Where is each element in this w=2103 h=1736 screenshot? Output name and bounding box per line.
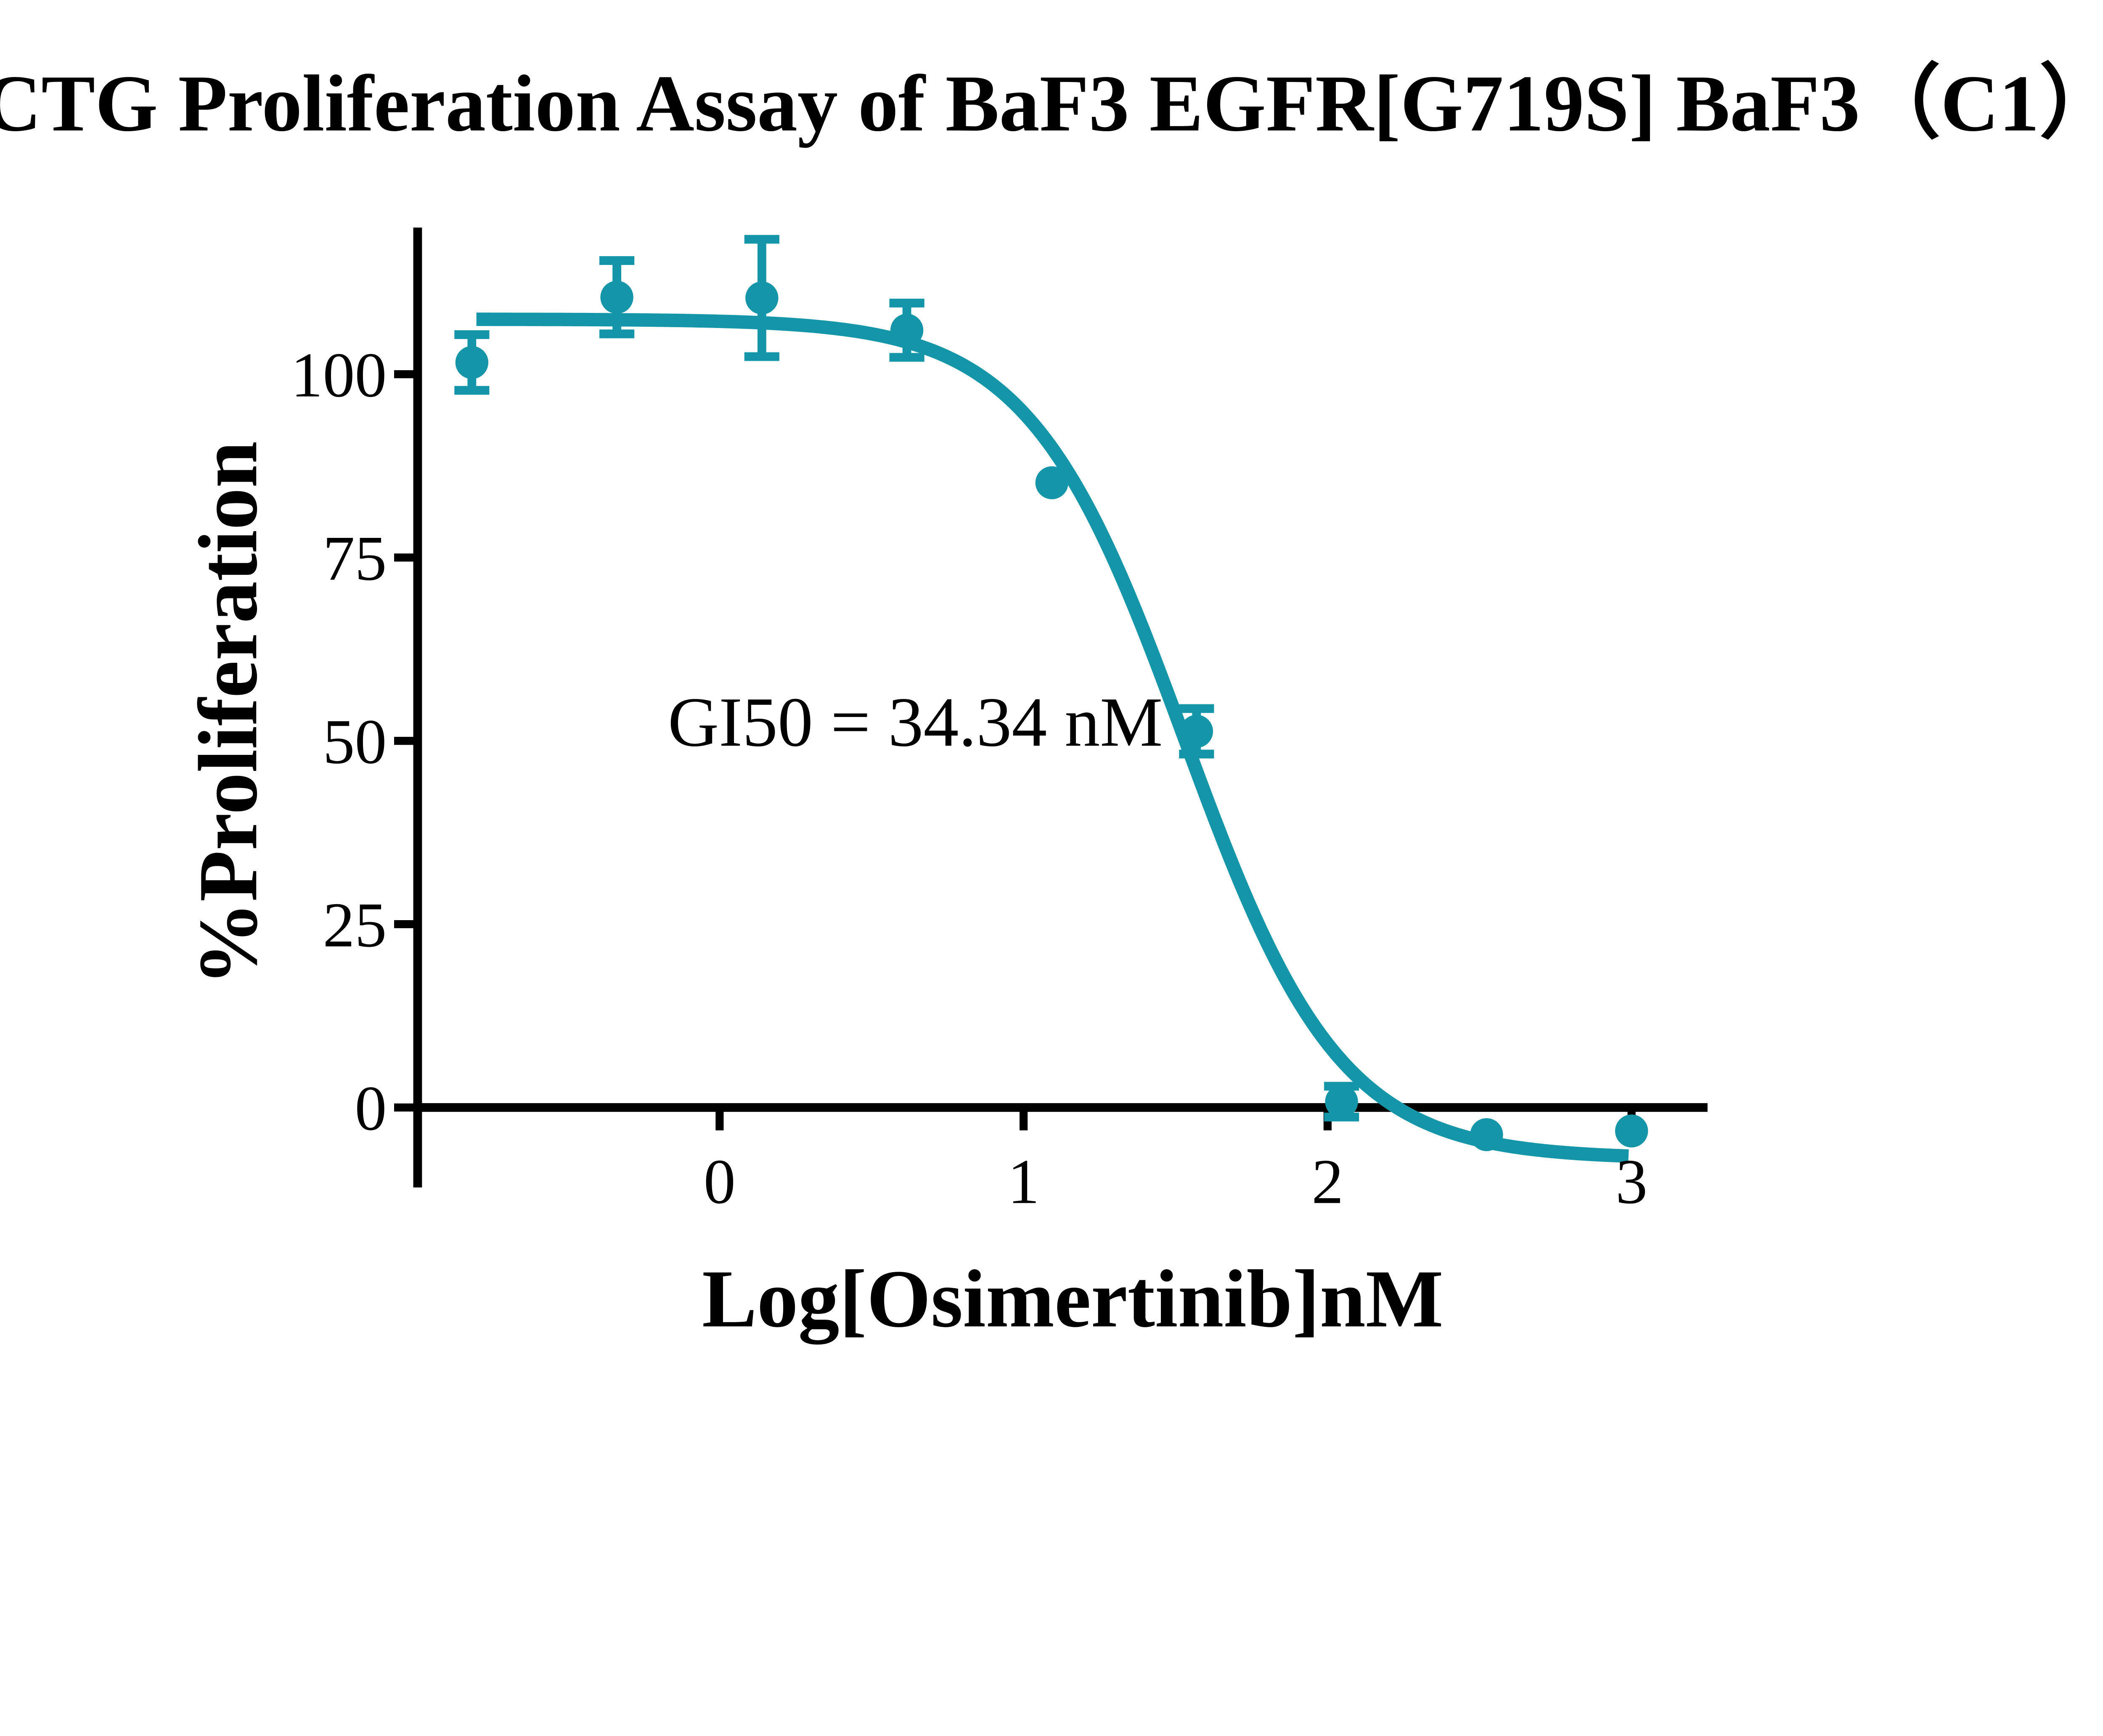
y-tick-label: 0 (355, 1073, 387, 1143)
y-tick-label: 100 (291, 340, 387, 410)
tick-labels: 0 25 50 75 100 0 1 2 3 (291, 340, 1648, 1217)
data-point-marker (1470, 1118, 1503, 1151)
y-tick-label: 50 (323, 706, 387, 777)
data-point-marker (455, 346, 489, 379)
data-point-marker (1615, 1114, 1648, 1148)
data-point-marker (1180, 715, 1213, 748)
data-point-marker (1325, 1085, 1358, 1118)
data-points (455, 281, 1648, 1151)
x-tick-label: 2 (1311, 1146, 1343, 1217)
data-point-marker (600, 281, 633, 314)
y-tick-label: 75 (323, 523, 387, 594)
y-tick-label: 25 (323, 889, 387, 960)
x-tick-label: 1 (1008, 1146, 1040, 1217)
x-axis-label: Log[Osimertinib]nM (702, 1253, 1443, 1344)
gi50-annotation: GI50 = 34.34 nM (668, 683, 1163, 761)
fit-curve (472, 312, 1632, 1163)
dose-response-curve (472, 312, 1632, 1163)
dose-response-chart: 0 25 50 75 100 0 1 2 3 CTG Proliferation Assay o… (0, 0, 2103, 1388)
x-tick-label: 0 (704, 1146, 736, 1217)
chart-background (0, 0, 2103, 1388)
data-point-marker (890, 314, 924, 347)
chart-title: CTG Proliferation Assay of BaF3 EGFR[G71… (0, 58, 2103, 148)
x-tick-label: 3 (1616, 1146, 1647, 1217)
data-point-marker (745, 281, 779, 315)
data-point-marker (1035, 466, 1069, 500)
y-axis-label: %Proliferation (182, 441, 275, 986)
